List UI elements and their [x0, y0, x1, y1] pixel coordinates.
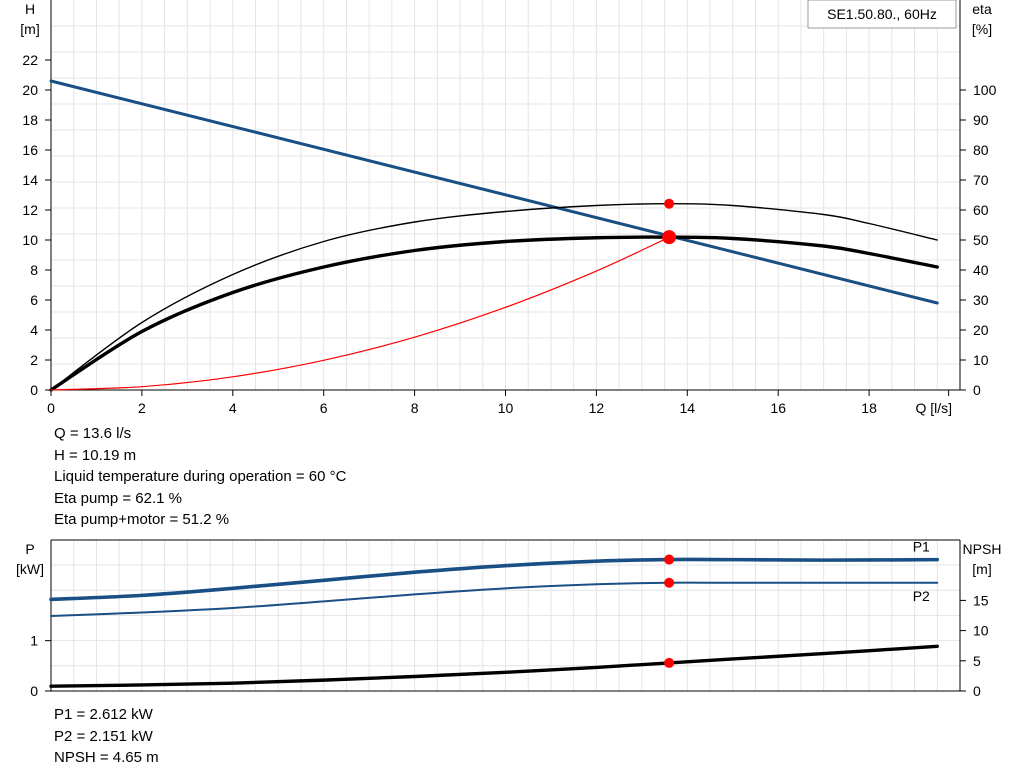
y-tick-label: 4 [30, 322, 38, 338]
series-line-0 [49, 79, 939, 305]
power-info: P1 = 2.612 kW P2 = 2.151 kW NPSH = 4.65 … [54, 704, 159, 769]
info-liquid-temperature: Liquid temperature during operation = 60… [54, 468, 347, 485]
info-npsh: NPSH = 4.65 m [54, 749, 159, 766]
series-label-p2: P2 [913, 588, 930, 604]
y2-tick-label: 80 [973, 142, 989, 158]
operating-point-info: Q = 13.6 l/s H = 10.19 m Liquid temperat… [54, 423, 346, 531]
y2-tick-label: 0 [973, 382, 981, 398]
y-tick-label: 6 [30, 292, 38, 308]
operating-point-marker [662, 230, 677, 245]
y2-axis-unit-label: [m] [972, 561, 991, 577]
series-line-p2 [50, 581, 939, 617]
operating-point-marker [664, 577, 675, 588]
y-tick-label: 16 [22, 142, 38, 158]
info-p2: P2 = 2.151 kW [54, 727, 153, 745]
series-line-2 [49, 235, 939, 392]
y2-tick-label: 30 [973, 292, 989, 308]
y-tick-label: 10 [22, 232, 38, 248]
y2-axis-label: eta [972, 1, 992, 17]
operating-point-marker [664, 554, 675, 565]
info-head: H = 10.19 m [54, 446, 137, 464]
x-tick-label: 14 [680, 400, 696, 416]
x-tick-label: 2 [138, 400, 146, 416]
x-tick-label: 16 [770, 400, 786, 416]
y2-tick-label: 60 [973, 202, 989, 218]
y-tick-label: 8 [30, 262, 38, 278]
x-tick-label: 12 [589, 400, 605, 416]
y-tick-label: 12 [22, 202, 38, 218]
series-line-3 [50, 236, 670, 391]
y2-tick-label: 100 [973, 82, 997, 98]
series-line-npsh [49, 644, 939, 688]
y-tick-label: 18 [22, 112, 38, 128]
y-tick-label: 20 [22, 82, 38, 98]
y2-tick-label: 40 [973, 262, 989, 278]
operating-point-marker [664, 657, 675, 668]
x-tick-label: 6 [320, 400, 328, 416]
y2-tick-label: 0 [973, 683, 981, 699]
info-eta-pump-motor: Eta pump+motor = 51.2 % [54, 511, 230, 528]
y2-tick-label: 50 [973, 232, 989, 248]
y-axis-unit-label: [kW] [16, 561, 44, 577]
series-line-p1 [49, 557, 940, 602]
info-flow: Q = 13.6 l/s [54, 425, 132, 442]
top-chart-head-efficiency: 0246810121416182022010203040506070809010… [20, 0, 997, 416]
y2-axis-label: NPSH [963, 541, 1002, 557]
series-label-p1: P1 [913, 539, 930, 555]
info-p1: P1 = 2.612 kW [54, 706, 153, 723]
y2-tick-label: 10 [973, 352, 989, 368]
x-tick-label: 8 [411, 400, 419, 416]
chart-title: SE1.50.80., 60Hz [827, 6, 937, 22]
operating-point-marker [664, 198, 675, 209]
y-tick-label: 0 [30, 683, 38, 699]
y2-axis-unit-label: [%] [972, 21, 992, 37]
chart-title-box [807, 0, 957, 29]
series-line-1 [50, 203, 938, 391]
y-tick-label: 0 [30, 382, 38, 398]
x-tick-label: 4 [229, 400, 237, 416]
y-tick-label: 2 [30, 352, 38, 368]
y-tick-label: 14 [22, 172, 38, 188]
x-axis-label: Q [l/s] [915, 400, 952, 416]
y2-tick-label: 10 [973, 623, 989, 639]
y-tick-label: 22 [22, 52, 38, 68]
y2-tick-label: 5 [973, 653, 981, 669]
y2-tick-label: 15 [973, 592, 989, 608]
y2-tick-label: 70 [973, 172, 989, 188]
y-axis-label: H [25, 1, 35, 17]
x-tick-label: 10 [498, 400, 514, 416]
y2-tick-label: 90 [973, 112, 989, 128]
y-axis-label: P [25, 541, 34, 557]
y2-tick-label: 20 [973, 322, 989, 338]
y-tick-label: 1 [30, 633, 38, 649]
info-eta-pump: Eta pump = 62.1 % [54, 489, 182, 507]
y-axis-unit-label: [m] [20, 21, 39, 37]
x-tick-label: 0 [47, 400, 55, 416]
x-tick-label: 18 [861, 400, 877, 416]
